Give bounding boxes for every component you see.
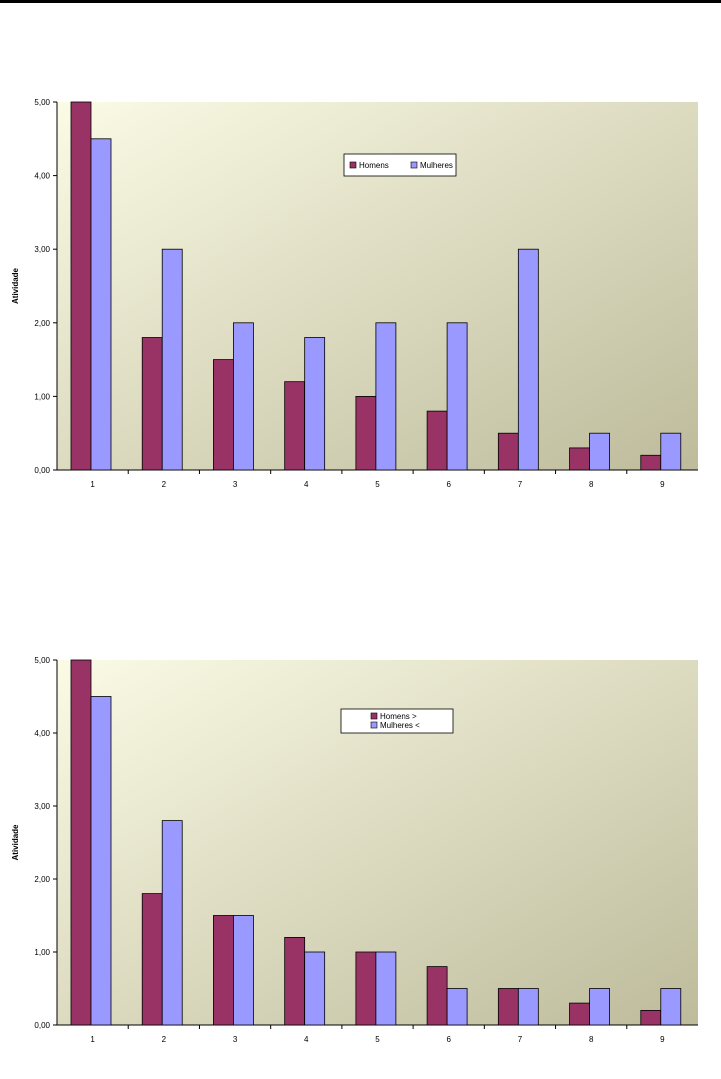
bar-homens <box>284 381 306 471</box>
legend-box <box>343 153 457 177</box>
y-tick-label: 3,00 <box>34 802 50 811</box>
bar-homens <box>497 988 519 1026</box>
legend-swatch <box>370 721 378 729</box>
legend-box <box>340 708 454 734</box>
bar-homens <box>355 951 377 1026</box>
bar-homens <box>70 101 92 471</box>
bar-mulheres <box>161 248 183 471</box>
bar-mulheres <box>589 988 610 1026</box>
bar-mulheres <box>161 820 183 1026</box>
x-tick-label: 9 <box>660 480 665 489</box>
legend-swatch <box>370 712 378 720</box>
bar-mulheres <box>589 432 610 471</box>
bar-mulheres <box>90 696 112 1026</box>
x-tick-label: 3 <box>233 1035 238 1044</box>
legend-label: Homens > <box>380 712 417 721</box>
bar-homens <box>426 410 448 471</box>
bar-homens <box>284 936 306 1026</box>
bar-mulheres <box>446 988 468 1026</box>
x-tick-label: 4 <box>304 480 309 489</box>
y-tick-label: 1,00 <box>34 392 50 401</box>
y-tick-label: 5,00 <box>34 656 50 665</box>
x-tick-label: 5 <box>375 480 380 489</box>
bar-mulheres <box>446 322 468 471</box>
legend-label: Mulheres <box>420 161 453 170</box>
x-tick-label: 9 <box>660 1035 665 1044</box>
top-rule <box>0 0 721 3</box>
y-tick-label: 2,00 <box>34 875 50 884</box>
legend: Homens >Mulheres < <box>340 708 454 734</box>
x-tick-label: 8 <box>589 1035 594 1044</box>
bar-homens <box>213 915 234 1026</box>
bar-mulheres <box>660 432 682 471</box>
bar-homens <box>70 659 92 1026</box>
legend-swatch <box>349 161 357 169</box>
bar-mulheres <box>233 915 254 1026</box>
x-tick-label: 7 <box>518 1035 523 1044</box>
bar-homens <box>141 337 163 471</box>
bar-homens <box>569 1002 590 1026</box>
y-tick-label: 0,00 <box>34 466 50 475</box>
bar-homens <box>355 395 377 471</box>
bar-mulheres <box>233 322 254 471</box>
bar-homens <box>640 454 662 471</box>
x-tick-label: 8 <box>589 480 594 489</box>
x-tick-label: 4 <box>304 1035 309 1044</box>
x-tick-label: 6 <box>446 480 451 489</box>
x-tick-label: 2 <box>162 1035 167 1044</box>
legend-swatch <box>410 161 418 169</box>
x-tick-label: 1 <box>90 1035 95 1044</box>
y-tick-label: 4,00 <box>34 172 50 181</box>
x-tick-label: 2 <box>162 480 167 489</box>
y-tick-label: 1,00 <box>34 948 50 957</box>
bar-homens <box>640 1009 662 1026</box>
x-tick-label: 1 <box>90 480 95 489</box>
y-axis-label: Atividade <box>11 824 20 861</box>
bar-homens <box>213 359 234 471</box>
y-tick-label: 3,00 <box>34 245 50 254</box>
bar-mulheres <box>90 138 112 471</box>
bar-mulheres <box>517 248 539 471</box>
bar-mulheres <box>375 322 397 471</box>
bar-mulheres <box>304 337 326 471</box>
bar-mulheres <box>517 988 539 1026</box>
legend: Homens Mulheres <box>343 153 457 177</box>
x-tick-label: 7 <box>518 480 523 489</box>
x-tick-label: 3 <box>233 480 238 489</box>
bar-homens <box>497 432 519 471</box>
bar-mulheres <box>375 951 397 1026</box>
x-tick-label: 6 <box>446 1035 451 1044</box>
y-tick-label: 4,00 <box>34 729 50 738</box>
bar-homens <box>426 966 448 1026</box>
y-tick-label: 5,00 <box>34 98 50 107</box>
legend-label: Mulheres < <box>380 721 420 730</box>
y-axis-label: Atividade <box>11 267 20 304</box>
y-tick-label: 2,00 <box>34 319 50 328</box>
bar-homens <box>569 447 590 471</box>
chart-1: 0,00 1,00 2,00 3,00 4,00 5,00 Atividade 1 2 3 4 5 6 7… <box>11 98 698 489</box>
bar-mulheres <box>660 988 682 1026</box>
x-tick-label: 5 <box>375 1035 380 1044</box>
y-tick-label: 0,00 <box>34 1021 50 1030</box>
bar-mulheres <box>304 951 326 1026</box>
legend-label: Homens <box>359 161 389 170</box>
bar-homens <box>141 893 163 1026</box>
chart-2: 0,00 1,00 2,00 3,00 4,00 5,00 Atividade 1 2 3 4 5 6 7… <box>11 656 698 1044</box>
